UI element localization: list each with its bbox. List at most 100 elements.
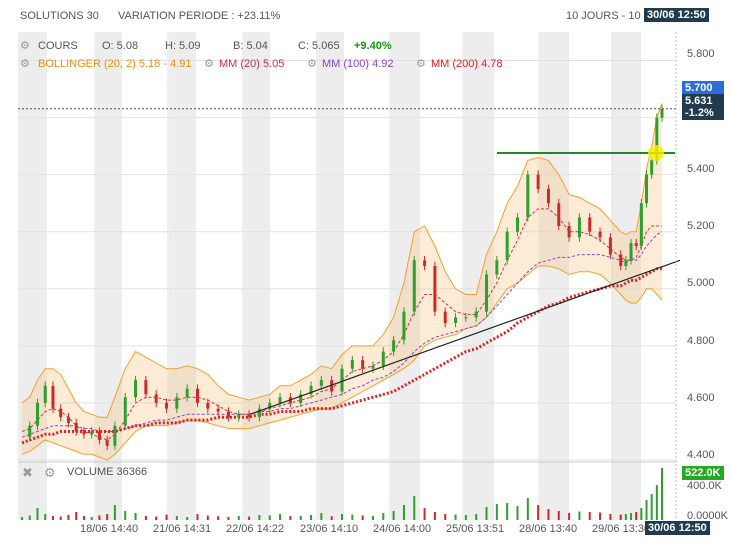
candle-body: [526, 174, 530, 218]
close-value: C: 5.065: [298, 40, 340, 52]
volume-bar: [526, 498, 529, 520]
volume-bar: [227, 517, 230, 520]
candle-body: [247, 414, 251, 418]
volume-bar: [28, 515, 31, 520]
volume-bar: [547, 509, 550, 520]
volume-bar: [495, 504, 498, 520]
high-price-tag: 5.700: [682, 81, 724, 95]
volume-bar: [268, 515, 271, 520]
candle-body: [629, 243, 633, 261]
candle-body: [650, 160, 654, 175]
candle-body: [402, 311, 406, 341]
candle-body: [340, 368, 344, 392]
volume-bar: [413, 496, 416, 520]
mm200-gear-icon[interactable]: ⚙: [416, 58, 426, 70]
bollinger-legend: BOLLINGER (20, 2) 5.18 - 4.91: [38, 58, 192, 70]
candle-body: [361, 360, 365, 369]
volume-bar: [433, 512, 436, 520]
x-tick-label: 21/06 14:31: [153, 523, 212, 535]
candle-body: [598, 231, 602, 238]
y-tick-label: 4.400: [687, 449, 715, 461]
volume-bar: [475, 514, 478, 520]
volume-bar: [155, 516, 158, 520]
mm100-line: [21, 231, 663, 438]
open-value: O: 5.08: [102, 40, 139, 52]
volume-bar: [21, 517, 23, 520]
x-tick-label: 24/06 14:00: [373, 523, 432, 535]
volume-bar: [51, 516, 54, 520]
mm200-legend: MM (200) 4.78: [431, 58, 503, 70]
breakout-highlight: [648, 145, 664, 161]
candle-body: [505, 231, 509, 261]
volume-bar: [351, 514, 354, 520]
bollinger-lower-line: [21, 265, 663, 461]
candle-body: [645, 174, 649, 204]
mm20-line: [21, 208, 662, 441]
range-selector[interactable]: 10 JOURS - 10 M: [566, 10, 653, 22]
cours-label: COURS: [38, 40, 78, 52]
x-tick-label: 25/06 13:51: [446, 523, 505, 535]
volume-bar: [371, 516, 374, 520]
candle-body: [195, 388, 199, 403]
volume-tick-label: 0.0000K: [687, 510, 728, 522]
period-variation: VARIATION PERIODE : +23.11%: [118, 10, 281, 22]
volume-bar: [661, 468, 663, 520]
volume-bar: [186, 517, 189, 520]
volume-bar: [588, 512, 591, 520]
candle-body: [105, 440, 109, 446]
candle-body: [226, 411, 230, 418]
candle-body: [660, 109, 664, 118]
candle-body: [634, 243, 638, 246]
day-band: [244, 32, 270, 520]
volume-bar: [506, 503, 509, 520]
day-band: [540, 32, 569, 520]
mm100-gear-icon[interactable]: ⚙: [307, 58, 317, 70]
volume-bar: [341, 514, 343, 520]
candle-body: [90, 431, 94, 435]
candle-body: [624, 260, 628, 266]
volume-bar: [599, 512, 602, 520]
y-tick-label: 5.000: [687, 277, 715, 289]
x-tick-label: 23/06 14:10: [300, 523, 359, 535]
candle-body: [608, 237, 612, 255]
volume-bar: [619, 514, 622, 520]
candle-body: [485, 274, 489, 312]
y-tick-label: 5.800: [687, 48, 715, 60]
candle-body: [515, 217, 519, 232]
volume-bar: [90, 517, 93, 520]
candle-body: [495, 260, 499, 275]
volume-bar: [330, 516, 333, 520]
candle-body: [536, 174, 540, 189]
volume-bar: [361, 515, 364, 520]
volume-bar: [537, 505, 540, 520]
candle-body: [619, 254, 623, 266]
volume-bar: [578, 511, 581, 520]
cours-gear-icon[interactable]: ⚙: [20, 40, 30, 52]
volume-bar: [289, 516, 292, 520]
volume-bar: [310, 515, 313, 520]
volume-bar: [624, 514, 627, 520]
volume-bar: [175, 516, 178, 520]
candle-body: [371, 365, 375, 369]
volume-bar: [279, 514, 282, 520]
bollinger-gear-icon[interactable]: ⚙: [20, 58, 30, 70]
candle-body: [278, 397, 282, 403]
volume-gear-icon[interactable]: ⚙: [44, 465, 56, 480]
candle-body: [165, 402, 169, 409]
volume-bar: [237, 516, 240, 520]
candle-body: [28, 425, 32, 438]
candle-body: [423, 260, 427, 266]
volume-bar: [645, 500, 648, 520]
volume-bar: [206, 515, 209, 520]
change-tag: -1.2%: [682, 106, 724, 120]
close-icon[interactable]: ✖: [22, 465, 33, 480]
day-band: [318, 32, 344, 520]
x-tick-label: 18/06 14:40: [80, 523, 139, 535]
x-tick-label: 29/06 13:30: [592, 523, 651, 535]
mm20-gear-icon[interactable]: ⚙: [204, 58, 214, 70]
candle-body: [454, 317, 458, 324]
change-value: +9.40%: [354, 40, 392, 52]
volume-bar: [454, 514, 457, 520]
mm20-legend: MM (20) 5.05: [219, 58, 285, 70]
